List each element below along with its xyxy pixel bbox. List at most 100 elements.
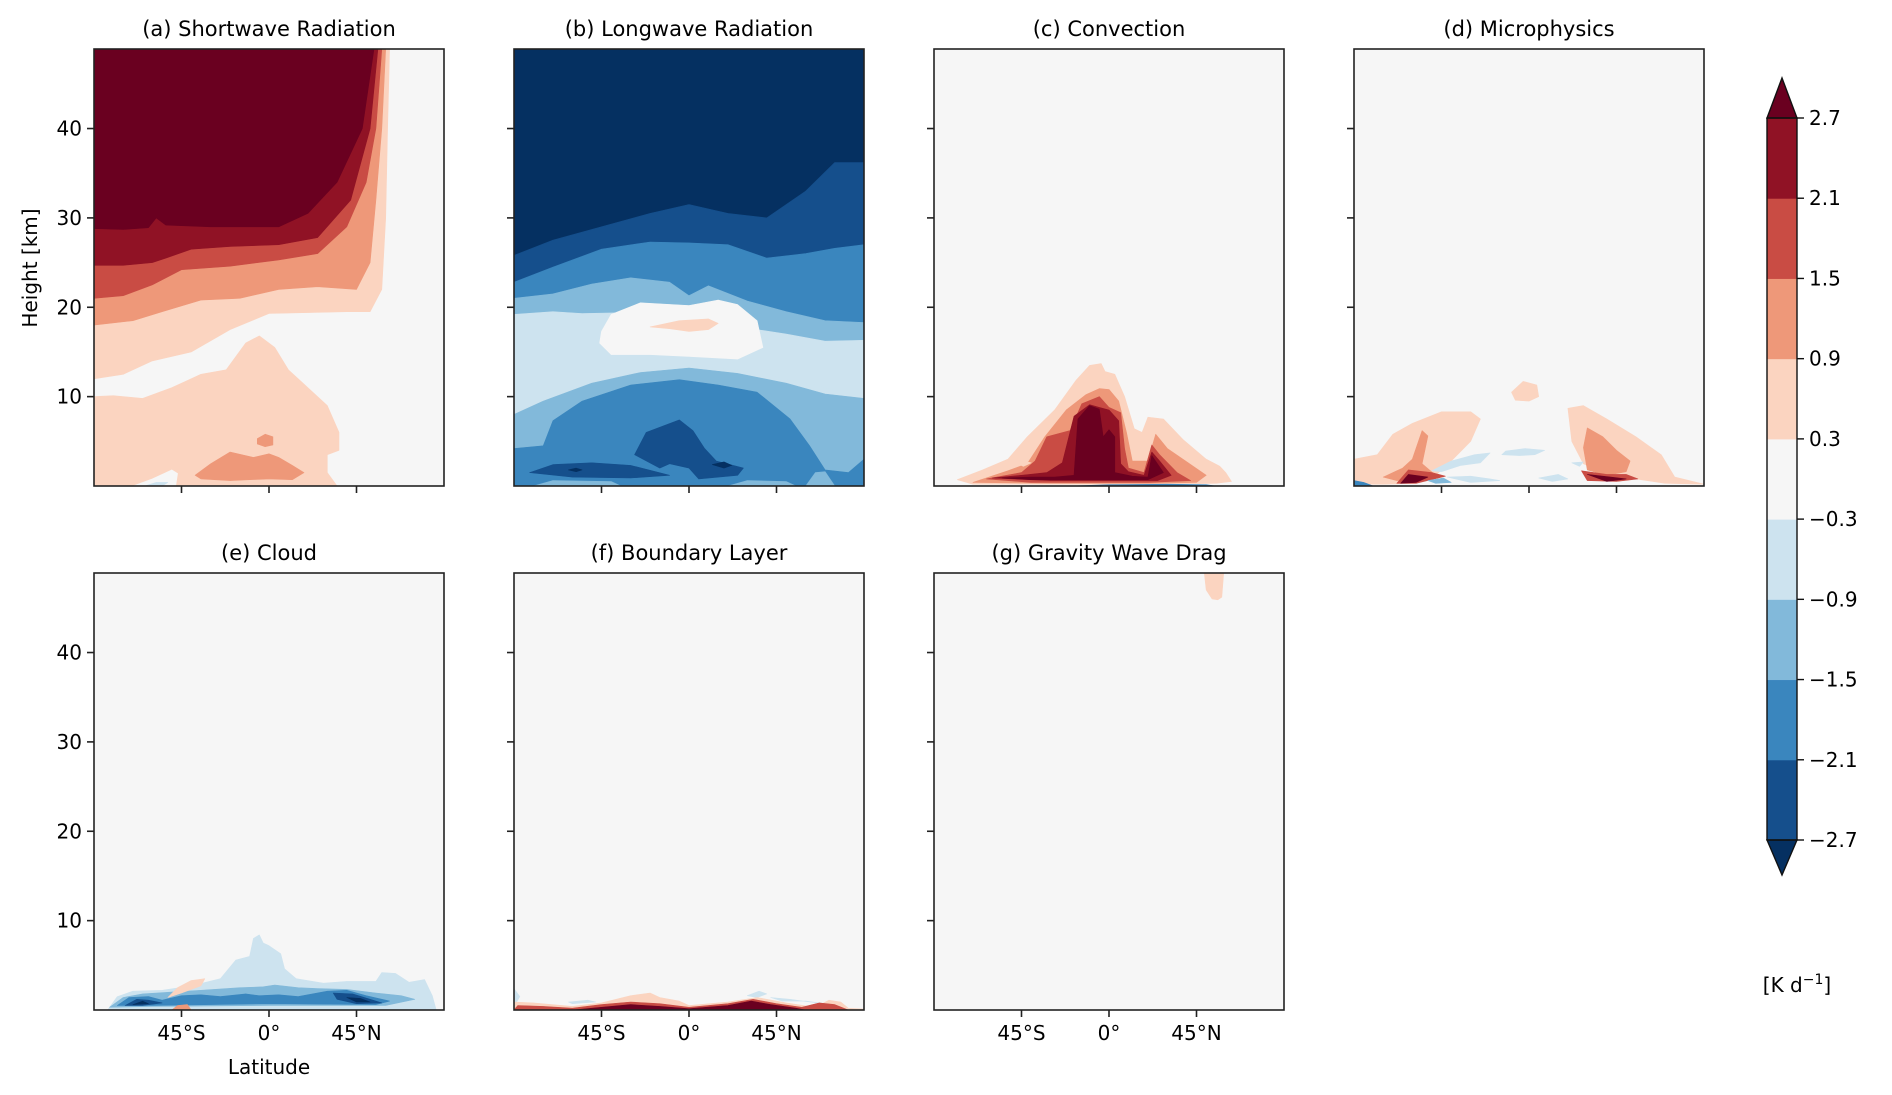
x-tick-label: 45°N bbox=[1171, 1021, 1221, 1045]
colorbar-tick-label: −2.7 bbox=[1809, 828, 1858, 852]
panel-title: (e) Cloud bbox=[221, 541, 317, 565]
panel-title: (c) Convection bbox=[1033, 17, 1186, 41]
contour-region bbox=[94, 335, 340, 486]
contour-region bbox=[1354, 480, 1374, 486]
contour-fills bbox=[514, 988, 864, 1010]
x-tick-label: 45°S bbox=[997, 1021, 1045, 1045]
panel-f: (f) Boundary Layer 45°S 0° 45°N bbox=[507, 541, 865, 1045]
colorbar-tick-label: 2.1 bbox=[1809, 186, 1841, 210]
contour-region bbox=[132, 469, 178, 486]
contour-region bbox=[1571, 461, 1584, 467]
panel-d: (d) Microphysics bbox=[1347, 17, 1705, 493]
y-tick-label: 30 bbox=[57, 206, 82, 230]
colorbar-tick-label: −0.9 bbox=[1809, 587, 1858, 611]
contour-region bbox=[1204, 573, 1224, 601]
x-tick-label: 45°S bbox=[157, 1021, 205, 1045]
colorbar-tick-label: 0.9 bbox=[1809, 347, 1841, 371]
contour-fills bbox=[957, 363, 1232, 486]
y-tick-label: 20 bbox=[57, 819, 82, 843]
contour-region bbox=[1447, 475, 1501, 483]
contour-region bbox=[1587, 474, 1627, 482]
x-tick-label: 45°S bbox=[577, 1021, 625, 1045]
y-tick-label: 20 bbox=[57, 295, 82, 319]
contour-region bbox=[1538, 474, 1569, 482]
contour-fills bbox=[107, 934, 437, 1010]
contour-region bbox=[257, 433, 274, 447]
colorbar-segment bbox=[1767, 599, 1797, 681]
contour-region bbox=[132, 1000, 149, 1005]
x-axis-label: Latitude bbox=[228, 1055, 310, 1079]
contour-region bbox=[1427, 477, 1452, 484]
x-tick-label: 45°N bbox=[751, 1021, 801, 1045]
colorbar-extend-max bbox=[1765, 76, 1799, 119]
contour-region bbox=[94, 49, 375, 230]
colorbar-segment bbox=[1767, 198, 1797, 279]
contour-region bbox=[649, 318, 719, 332]
contour-region bbox=[727, 480, 797, 486]
contour-region bbox=[167, 978, 206, 998]
colorbar-segment bbox=[1767, 438, 1797, 520]
contour-region bbox=[1501, 448, 1545, 456]
y-tick-label: 40 bbox=[57, 641, 82, 665]
y-tick-label: 10 bbox=[57, 909, 82, 933]
panel-background bbox=[934, 573, 1284, 1010]
panel-title: (d) Microphysics bbox=[1443, 17, 1614, 41]
panel-background bbox=[94, 573, 444, 1010]
panel-c: (c) Convection bbox=[927, 17, 1285, 493]
panel-title: (a) Shortwave Radiation bbox=[142, 17, 396, 41]
panel-b: (b) Longwave Radiation bbox=[507, 17, 865, 493]
y-axis-label: Height [km] bbox=[18, 208, 42, 327]
colorbar-frame bbox=[1766, 117, 1798, 841]
y-tick-label: 30 bbox=[57, 730, 82, 754]
colorbar-segment bbox=[1767, 278, 1797, 360]
colorbar: −2.7 −2.1 −1.5 −0.9 −0.3 0.3 0.9 1.5 2.1 2.7 bbox=[1765, 76, 1858, 877]
colorbar-segment bbox=[1767, 358, 1797, 440]
contour-region bbox=[1400, 474, 1429, 484]
colorbar-tick-label: −1.5 bbox=[1809, 668, 1858, 692]
contour-fills bbox=[1204, 573, 1224, 601]
colorbar-tick-label: −2.1 bbox=[1809, 748, 1858, 772]
panel-title: (f) Boundary Layer bbox=[591, 541, 788, 565]
panel-title: (b) Longwave Radiation bbox=[565, 17, 814, 41]
panel-g: (g) Gravity Wave Drag 45°S 0° 45°N bbox=[927, 541, 1285, 1045]
y-tick-label: 40 bbox=[57, 117, 82, 141]
contour-region bbox=[572, 1000, 806, 1010]
colorbar-tick-label: 1.5 bbox=[1809, 266, 1841, 290]
x-tick-label: 0° bbox=[1098, 1021, 1121, 1045]
colorbar-tick-label: −0.3 bbox=[1809, 507, 1858, 531]
colorbar-segment bbox=[1767, 759, 1797, 841]
contour-region bbox=[1001, 405, 1164, 480]
contour-fills bbox=[514, 162, 864, 486]
panel-e: (e) Cloud 10 20 30 40 45°S 0° 45°N bbox=[57, 541, 445, 1045]
panel-title: (g) Gravity Wave Drag bbox=[991, 541, 1226, 565]
contour-region bbox=[346, 997, 371, 1003]
colorbar-segment bbox=[1767, 519, 1797, 600]
colorbar-unit-label: [K d−1] bbox=[1763, 972, 1831, 997]
x-tick-label: 0° bbox=[258, 1021, 281, 1045]
x-tick-label: 45°N bbox=[331, 1021, 381, 1045]
contour-region bbox=[805, 471, 836, 486]
colorbar-segment bbox=[1767, 679, 1797, 761]
contour-region bbox=[171, 1004, 192, 1010]
contour-region bbox=[1431, 452, 1491, 472]
colorbar-segment bbox=[1767, 118, 1797, 199]
y-tick-label: 10 bbox=[57, 385, 82, 409]
contour-region bbox=[117, 990, 390, 1006]
contour-region bbox=[529, 462, 670, 479]
colorbar-tick-label: 2.7 bbox=[1809, 106, 1841, 130]
panel-a: (a) Shortwave Radiation 10 20 30 40 bbox=[57, 17, 445, 493]
contour-region bbox=[1583, 427, 1631, 476]
panel-background bbox=[514, 573, 864, 1010]
contour-region bbox=[194, 451, 305, 481]
contour-fills bbox=[1354, 381, 1704, 486]
contour-region bbox=[568, 467, 583, 472]
contour-region bbox=[568, 999, 596, 1004]
colorbar-extend-min bbox=[1765, 839, 1799, 877]
contour-region bbox=[1017, 460, 1032, 467]
panel-background bbox=[1354, 49, 1704, 486]
contour-region bbox=[1511, 381, 1539, 402]
contour-region bbox=[533, 480, 622, 486]
contour-region bbox=[144, 482, 169, 486]
contour-region bbox=[747, 990, 768, 998]
